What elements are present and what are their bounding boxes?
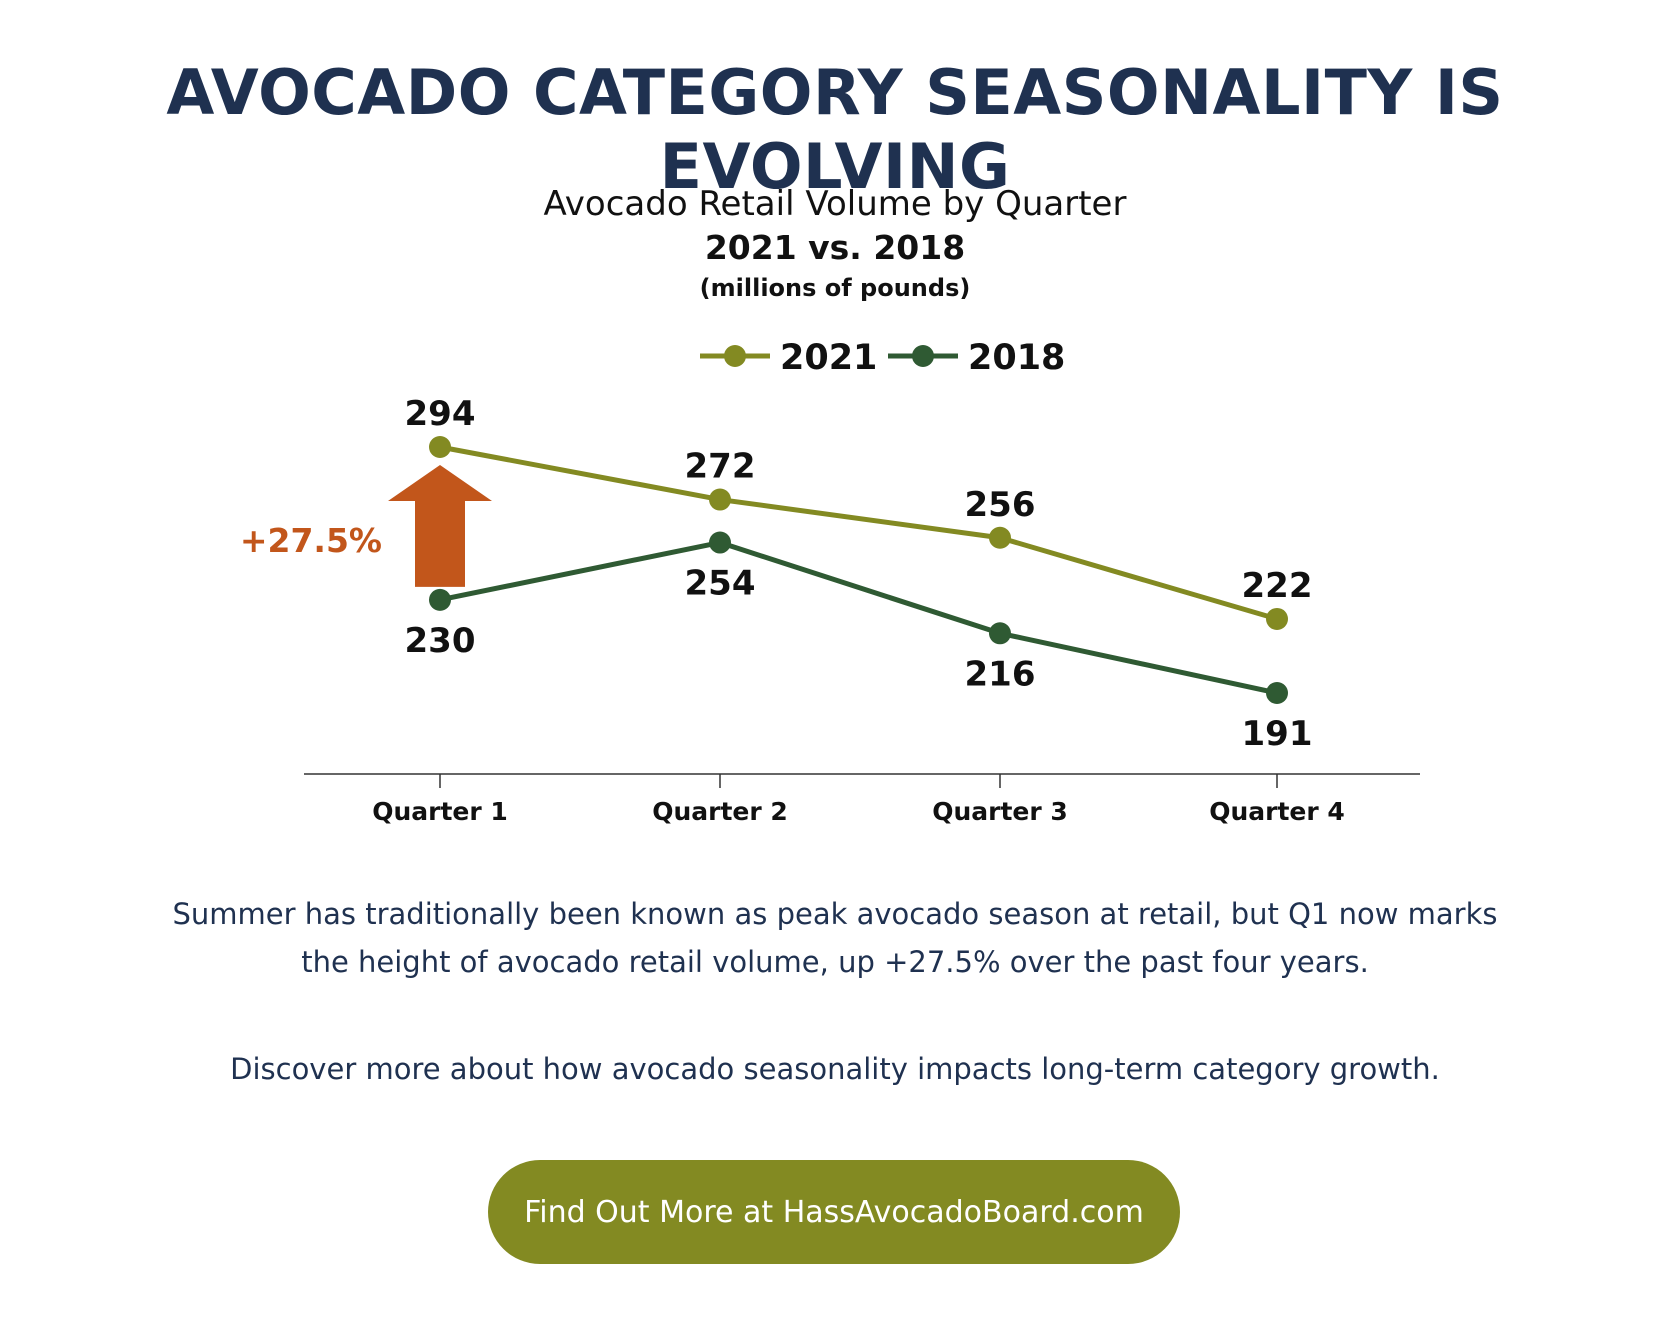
legend-marker-2021 (724, 345, 746, 367)
page-headline: AVOCADO CATEGORY SEASONALITY IS EVOLVING (166, 56, 1504, 204)
data-label-2018-q2: 254 (685, 564, 756, 604)
data-point-2021-q1 (429, 436, 451, 458)
series-line-2018 (439, 540, 1278, 696)
x-tick-label-3: Quarter 3 (932, 797, 1068, 826)
chart-title-block: Avocado Retail Volume by Quarter 2021 vs… (0, 182, 1670, 306)
data-point-2018-q4 (1266, 682, 1288, 704)
legend-marker-2018 (912, 345, 934, 367)
data-point-2021-q2 (709, 488, 731, 511)
data-label-2018-q4: 191 (1242, 714, 1313, 754)
description-line-2: the height of avocado retail volume, up … (301, 945, 1369, 979)
data-point-2021-q3 (989, 526, 1011, 549)
line-chart: Quarter 1 Quarter 2 Quarter 3 Quarter 4 2021… (240, 338, 1420, 826)
legend-label-2018: 2018 (968, 338, 1065, 378)
discover-paragraph: Discover more about how avocado seasonal… (230, 1052, 1440, 1086)
x-tick-label-1: Quarter 1 (372, 797, 508, 826)
description-paragraph: Summer has traditionally been known as p… (150, 890, 1520, 986)
growth-arrow (388, 465, 492, 587)
data-point-2018-q2 (709, 531, 731, 554)
data-label-2021-q1: 294 (405, 394, 476, 434)
data-point-2018-q1 (429, 588, 451, 611)
description-line-1: Summer has traditionally been known as p… (172, 897, 1498, 931)
growth-annotation-label: +27.5% (240, 521, 382, 560)
chart-title: Avocado Retail Volume by Quarter (543, 184, 1127, 224)
chart-units-note: (millions of pounds) (699, 274, 971, 302)
legend-label-2021: 2021 (780, 338, 877, 378)
find-out-more-button[interactable]: Find Out More at HassAvocadoBoard.com (488, 1160, 1180, 1264)
chart-subtitle: 2021 vs. 2018 (704, 228, 966, 267)
data-label-2018-q1: 230 (405, 621, 476, 661)
series-line-2021 (439, 444, 1278, 622)
x-tick-label-4: Quarter 4 (1209, 797, 1345, 826)
data-label-2021-q4: 222 (1242, 566, 1313, 606)
data-label-2021-q2: 272 (685, 447, 756, 487)
data-point-2021-q4 (1266, 607, 1288, 630)
data-label-2018-q3: 216 (965, 654, 1036, 694)
data-point-2018-q3 (989, 622, 1011, 645)
data-label-2021-q3: 256 (965, 485, 1036, 525)
x-tick-label-2: Quarter 2 (652, 797, 788, 826)
